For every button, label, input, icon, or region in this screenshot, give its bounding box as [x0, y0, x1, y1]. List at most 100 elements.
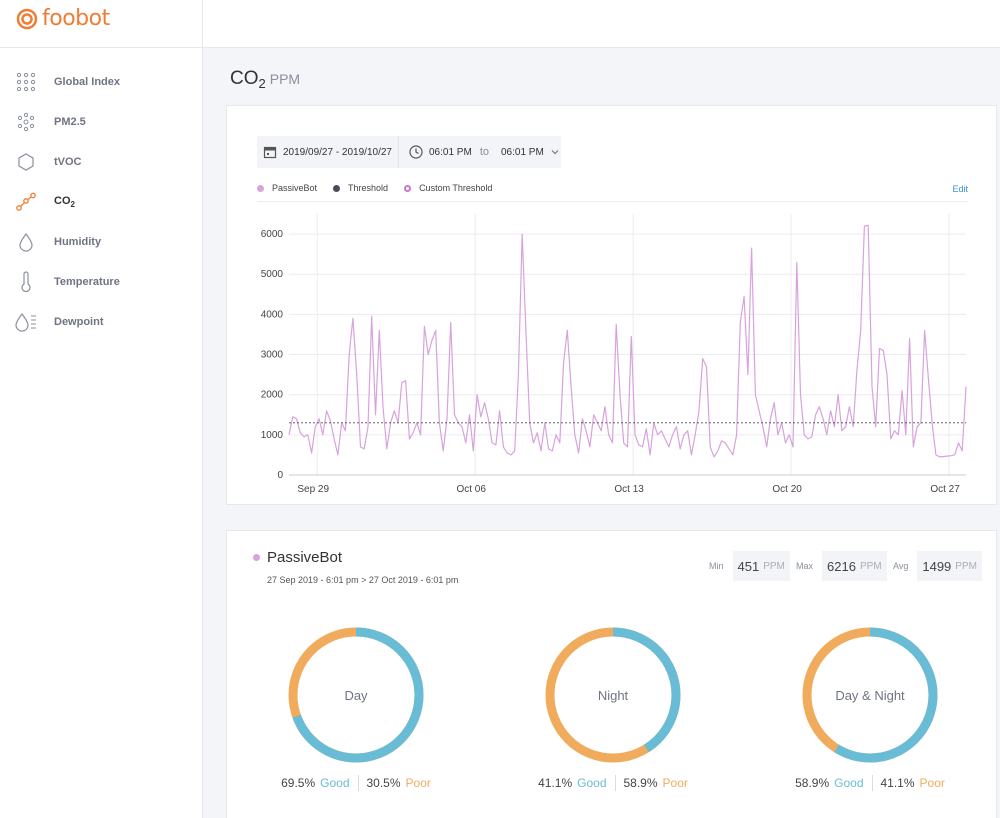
legend-label: PassiveBot — [272, 183, 318, 193]
donut-night-stats: 41.1% Good 58.9% Poor — [523, 775, 703, 791]
co2-line-chart[interactable]: 0 1000 2000 3000 4000 5000 6000 Sep 29 Oct 06 Oct… — [227, 202, 996, 502]
x-tick-label: Oct 20 — [772, 484, 802, 495]
sidebar-item-label: CO2 — [54, 194, 75, 210]
donut-day[interactable]: Day — [286, 625, 426, 765]
divider — [871, 775, 873, 791]
clock-icon — [409, 145, 423, 159]
y-tick-label: 0 — [277, 470, 283, 481]
date-range-text: 2019/09/27 - 2019/10/27 — [283, 146, 392, 158]
y-tick-label: 6000 — [261, 229, 284, 240]
chart-legend: PassiveBot Threshold Custom Threshold — [257, 183, 508, 193]
stat-avg: Avg 1499 PPM — [893, 551, 982, 581]
device-name: PassiveBot — [267, 549, 343, 566]
stat-label: Min — [709, 561, 724, 571]
legend-ring-icon — [404, 184, 412, 192]
good-percent: 41.1% — [538, 776, 573, 790]
stat-max: Max 6216 PPM — [796, 551, 887, 581]
sidebar-item-label: Temperature — [54, 276, 120, 288]
calendar-icon — [263, 146, 277, 159]
poor-percent: 58.9% — [623, 776, 658, 790]
legend-label: Threshold — [348, 183, 389, 193]
date-range-button[interactable]: 2019/09/27 - 2019/10/27 — [257, 136, 399, 168]
legend-dot-icon — [257, 184, 264, 192]
time-to[interactable]: 06:01 PM — [501, 146, 544, 158]
stat-value: 1499 — [922, 558, 952, 574]
poor-label: Poor — [919, 776, 945, 790]
legend-divider — [257, 201, 968, 202]
sidebar-item-co2[interactable]: CO2 — [0, 182, 202, 222]
poor-percent: 30.5% — [366, 776, 401, 790]
donut-label: Day — [344, 687, 368, 703]
stat-box: 6216 PPM — [822, 551, 887, 581]
good-label: Good — [320, 776, 350, 790]
poor-label: Poor — [405, 776, 431, 790]
top-header: foobot — [0, 0, 1000, 48]
dewpoint-icon — [14, 310, 38, 334]
device-dot-icon — [253, 554, 260, 561]
donut-day-stats: 69.5% Good 30.5% Poor — [266, 775, 446, 791]
stat-value: 6216 — [827, 558, 856, 574]
good-percent: 58.9% — [795, 776, 830, 790]
poor-percent: 41.1% — [880, 776, 915, 790]
header-divider — [202, 0, 203, 48]
stat-min: Min 451 PPM — [709, 551, 790, 581]
y-tick-label: 4000 — [261, 309, 284, 320]
sidebar: Global Index PM2.5 tVOC — [0, 48, 203, 818]
sidebar-item-label: Global Index — [54, 76, 121, 88]
x-tick-label: Oct 13 — [614, 484, 644, 495]
stat-box: 451 PPM — [732, 551, 790, 581]
legend-threshold[interactable]: Threshold — [333, 183, 388, 193]
legend-dot-icon — [333, 184, 341, 192]
grid-dots-icon — [14, 70, 38, 94]
sidebar-item-pm25[interactable]: PM2.5 — [0, 102, 202, 142]
donut-good-arc — [545, 627, 681, 763]
donut-label: Day & Night — [835, 687, 905, 703]
donut-label: Night — [597, 687, 629, 703]
sidebar-item-label: Dewpoint — [54, 316, 104, 328]
foobot-logo-icon — [16, 8, 38, 29]
y-tick-label: 5000 — [261, 269, 284, 280]
sidebar-item-temperature[interactable]: Temperature — [0, 262, 202, 302]
thermometer-icon — [14, 270, 38, 294]
good-percent: 69.5% — [281, 776, 316, 790]
stat-box: 1499 PPM — [917, 551, 982, 581]
stat-label: Max — [796, 561, 814, 571]
poor-label: Poor — [662, 776, 688, 790]
edit-threshold-link[interactable]: Edit — [952, 184, 968, 194]
hexagon-icon — [14, 150, 38, 174]
molecule-icon — [14, 190, 38, 214]
series-line-passivebot — [288, 224, 967, 458]
sidebar-item-dewpoint[interactable]: Dewpoint — [0, 302, 202, 342]
sidebar-item-tvoc[interactable]: tVOC — [0, 142, 202, 182]
legend-label: Custom Threshold — [419, 183, 493, 193]
foobot-logo[interactable]: foobot — [16, 6, 110, 31]
sidebar-item-label: tVOC — [54, 156, 82, 168]
donut-night[interactable]: Night — [543, 625, 683, 765]
y-tick-label: 1000 — [261, 430, 284, 441]
chart-card: 2019/09/27 - 2019/10/27 06:01 PM to 06:0… — [226, 105, 997, 505]
x-tick-label: Sep 29 — [297, 484, 329, 495]
sidebar-item-global-index[interactable]: Global Index — [0, 62, 202, 102]
stat-unit: PPM — [955, 560, 977, 572]
donut-day-night[interactable]: Day & Night — [800, 625, 940, 765]
y-tick-label: 3000 — [261, 350, 284, 361]
device-header: PassiveBot — [253, 549, 342, 566]
page-title: CO2 PPM — [230, 68, 301, 91]
donut-day-night-stats: 58.9% Good 41.1% Poor — [780, 775, 960, 791]
time-range[interactable]: 06:01 PM to 06:01 PM — [399, 145, 560, 159]
divider — [614, 775, 616, 791]
donut-good-arc — [802, 627, 938, 763]
sidebar-item-humidity[interactable]: Humidity — [0, 222, 202, 262]
good-label: Good — [577, 776, 607, 790]
stat-value: 451 — [737, 558, 760, 574]
stat-unit: PPM — [859, 560, 882, 572]
chevron-down-icon[interactable] — [550, 147, 560, 157]
date-range-picker[interactable]: 2019/09/27 - 2019/10/27 06:01 PM to 06:0… — [257, 136, 561, 168]
time-from[interactable]: 06:01 PM — [429, 146, 472, 158]
droplet-icon — [14, 230, 38, 254]
sidebar-item-label: PM2.5 — [54, 116, 86, 128]
legend-custom-threshold[interactable]: Custom Threshold — [404, 183, 492, 193]
stats-card: PassiveBot 27 Sep 2019 - 6:01 pm > 27 Oc… — [226, 530, 997, 818]
donut-good-arc — [288, 627, 424, 763]
legend-passivebot[interactable]: PassiveBot — [257, 183, 317, 193]
